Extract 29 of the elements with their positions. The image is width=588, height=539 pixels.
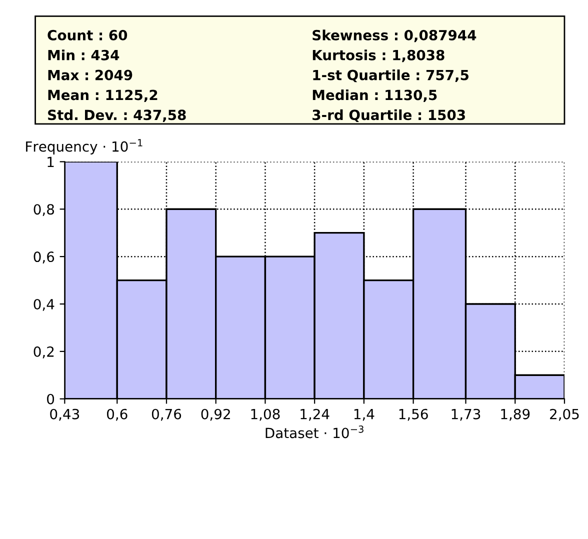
y-tick-label: 0,4: [34, 298, 54, 311]
x-tick-label: 0,76: [152, 408, 182, 421]
text: Skewness : 0,087944: [312, 30, 476, 42]
text: 3-rd Quartile : 1503: [312, 109, 465, 122]
x-tick-label: 2,05: [550, 408, 579, 421]
text: Std. Dev. : 437,58: [48, 109, 186, 122]
y-tick-label: 1: [48, 156, 54, 167]
x-tick-label: 1,4: [354, 409, 374, 421]
text: 1-st Quartile : 757,5: [313, 70, 468, 82]
text: Max : 2049: [48, 70, 132, 80]
text: Count : 60: [48, 30, 128, 40]
x-tick-label: 0,92: [201, 408, 230, 421]
y-tick-label: 0,6: [34, 252, 54, 264]
y-tick-label: 0,8: [34, 204, 54, 216]
x-axis-title: Dataset · 10$^{−3}$: [266, 425, 364, 438]
x-tick-label: 1,08: [251, 408, 280, 421]
text: Median : 1130,5: [312, 89, 437, 102]
y-tick-label: 0,2: [34, 346, 54, 358]
x-tick-label: 1,73: [452, 408, 480, 421]
x-tick-label: 1,89: [501, 408, 530, 421]
y-axis-title: Frequency · 10$^{−1}$: [26, 139, 142, 154]
text: Kurtosis : 1,8038: [312, 50, 444, 62]
x-tick-label: 0,6: [107, 408, 128, 421]
text: Mean : 1125,2: [48, 90, 158, 102]
x-tick-label: 1,24: [300, 408, 330, 421]
x-tick-label: 0,43: [50, 408, 80, 421]
y-tick-label: 0: [47, 394, 54, 404]
x-tick-label: 1,56: [399, 408, 428, 421]
text: Min : 434: [48, 50, 120, 60]
